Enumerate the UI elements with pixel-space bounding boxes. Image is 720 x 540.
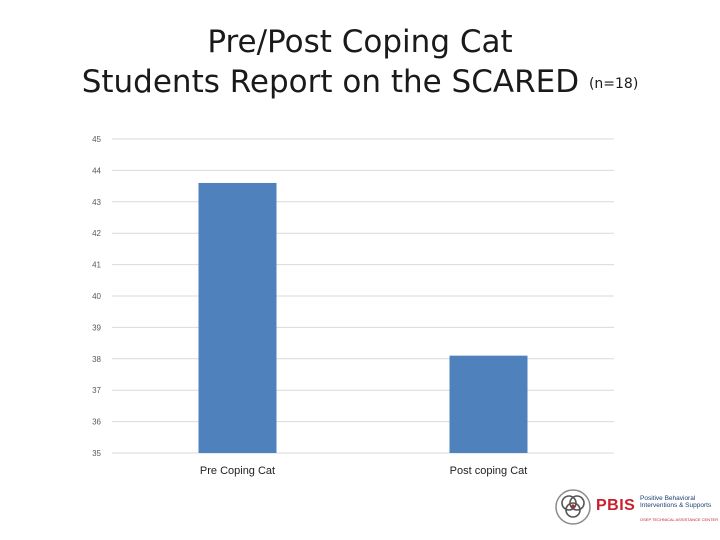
pbis-center-label: OSEP TECHNICAL ASSISTANCE CENTER	[640, 517, 719, 522]
y-axis-ticks: 45 44 43 42 41 40 39 38 37 36 35	[92, 135, 101, 458]
bars	[198, 182, 528, 453]
x-axis-categories: Pre Coping Cat Post coping Cat	[200, 465, 527, 477]
pbis-wordmark: PBIS	[596, 497, 636, 514]
y-tick-label: 37	[92, 386, 101, 395]
y-tick-label: 39	[92, 323, 101, 332]
y-tick-label: 43	[92, 198, 101, 207]
pbis-tagline: Positive Behavioral Interventions & Supp…	[640, 495, 712, 509]
pbis-logo: PBIS Positive Behavioral Interventions &…	[553, 487, 718, 529]
y-tick-label: 44	[92, 166, 101, 175]
title-line-2: Students Report on the SCARED	[81, 64, 580, 100]
y-tick-label: 40	[92, 292, 101, 301]
pbis-emblem-icon	[555, 489, 591, 525]
y-tick-label: 35	[92, 449, 101, 458]
x-category-label: Post coping Cat	[450, 465, 528, 477]
y-tick-label: 36	[92, 418, 101, 427]
y-tick-label: 41	[92, 261, 101, 270]
gridlines	[112, 138, 614, 454]
x-category-label: Pre Coping Cat	[200, 465, 275, 477]
y-tick-label: 45	[92, 135, 101, 144]
y-tick-label: 42	[92, 229, 101, 238]
y-tick-label: 38	[92, 355, 101, 364]
slide-title: Pre/Post Coping Cat Students Report on t…	[0, 22, 720, 104]
title-line-1: Pre/Post Coping Cat	[207, 24, 513, 60]
sample-size-label: (n=18)	[588, 76, 639, 92]
bar	[198, 182, 277, 453]
bar	[449, 355, 528, 453]
